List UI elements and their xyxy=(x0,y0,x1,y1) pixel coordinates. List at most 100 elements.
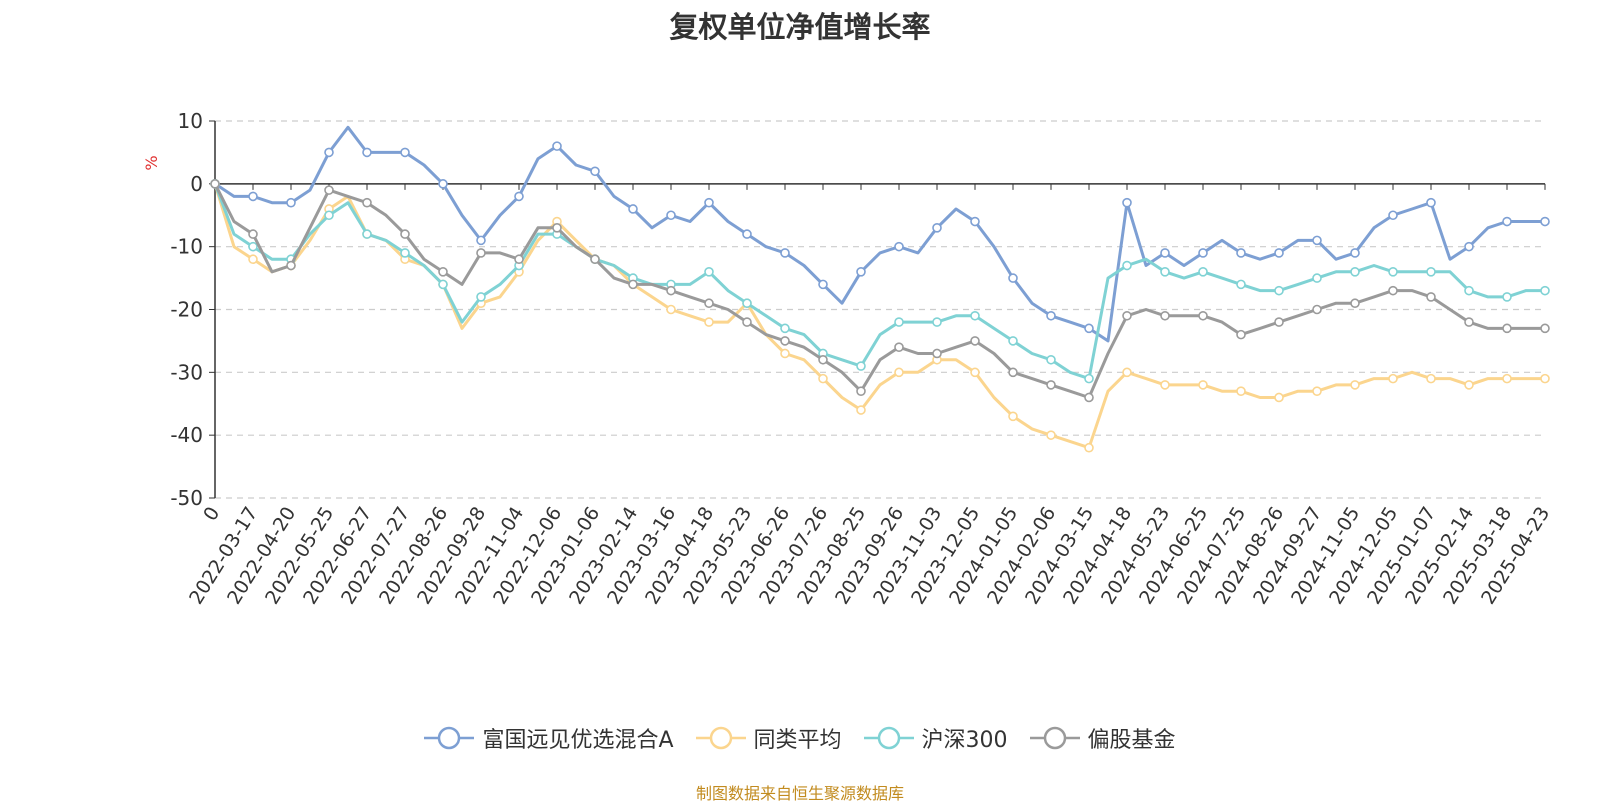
series-point xyxy=(932,348,942,359)
series-point xyxy=(1160,380,1170,390)
legend-swatch-icon xyxy=(695,726,746,750)
series-line xyxy=(213,183,1545,381)
series-point xyxy=(666,304,676,315)
series-point xyxy=(780,348,790,359)
series-point xyxy=(704,317,714,327)
legend-item[interactable]: 同类平均 xyxy=(695,722,842,754)
series-point xyxy=(932,223,942,233)
series-point xyxy=(1464,380,1474,390)
series-point xyxy=(400,229,410,239)
series-point xyxy=(704,298,714,309)
series-lines xyxy=(210,125,1550,453)
series-point xyxy=(324,185,334,195)
series-point xyxy=(1540,373,1550,384)
series-point xyxy=(362,197,372,208)
series-point xyxy=(1084,442,1094,453)
series-point xyxy=(742,317,752,327)
series-point xyxy=(1084,373,1094,384)
series-point xyxy=(248,241,258,252)
series-point xyxy=(1464,241,1474,252)
series-point xyxy=(1160,248,1170,258)
series-point xyxy=(894,241,904,252)
series-point xyxy=(1008,411,1018,422)
series-point xyxy=(248,191,258,202)
legend-label: 富国远见优选混合A xyxy=(482,728,674,753)
axes xyxy=(209,120,1546,499)
series-point xyxy=(856,266,866,277)
series-point xyxy=(1312,235,1322,246)
series-point xyxy=(514,191,524,202)
series-line xyxy=(214,125,1545,343)
series-point xyxy=(856,386,866,396)
series-point xyxy=(1274,392,1284,403)
series-point xyxy=(476,248,486,258)
series-point xyxy=(894,317,904,327)
series-point xyxy=(1122,310,1132,321)
y-axis-unit-label: % xyxy=(142,155,161,170)
legend-item[interactable]: 沪深300 xyxy=(863,722,1008,754)
legend-label: 同类平均 xyxy=(753,728,842,753)
series-point xyxy=(666,210,676,221)
legend-item[interactable]: 偏股基金 xyxy=(1029,722,1176,754)
series-point xyxy=(324,147,334,158)
legend-item[interactable]: 富国远见优选混合A xyxy=(424,722,674,754)
series-point xyxy=(1426,266,1436,277)
series-point xyxy=(362,147,372,158)
series-point xyxy=(438,279,448,290)
series-point xyxy=(1198,310,1208,321)
series-point xyxy=(1046,310,1056,321)
y-tick-label: -20 xyxy=(170,298,203,322)
series-point xyxy=(704,266,714,277)
series-point xyxy=(970,310,980,321)
series-point xyxy=(1008,367,1018,378)
series-point xyxy=(1502,373,1512,384)
series-point xyxy=(476,292,486,302)
series-point xyxy=(704,197,714,208)
legend-label: 偏股基金 xyxy=(1087,728,1176,753)
series-point xyxy=(742,298,752,309)
series-point xyxy=(818,279,828,290)
y-tick-label: -30 xyxy=(170,360,203,384)
series-point xyxy=(1236,386,1246,396)
series-point xyxy=(1236,248,1246,258)
series-point xyxy=(1198,380,1208,390)
series-point xyxy=(1046,430,1056,440)
series-point xyxy=(1236,329,1246,340)
series-point xyxy=(552,223,562,233)
series-point xyxy=(1084,392,1094,403)
series-point xyxy=(248,254,258,265)
series-point xyxy=(1350,266,1360,277)
series-point xyxy=(1502,216,1512,227)
series-point xyxy=(590,254,600,265)
series-point xyxy=(628,204,638,214)
x-tick-label: 0 xyxy=(199,503,224,525)
series-point xyxy=(1540,216,1550,227)
series-point xyxy=(818,373,828,384)
series-point xyxy=(1388,373,1398,384)
series-point xyxy=(780,323,790,334)
series-point xyxy=(1502,292,1512,302)
series-point xyxy=(780,336,790,346)
series-point xyxy=(286,197,296,208)
y-tick-label: 0 xyxy=(190,172,203,196)
series-point xyxy=(362,229,372,239)
series-point xyxy=(1388,210,1398,221)
series-point xyxy=(742,229,752,239)
series-point xyxy=(628,279,638,290)
series-point xyxy=(514,254,524,265)
series-point xyxy=(1008,336,1018,346)
series-point xyxy=(1426,292,1436,302)
series-line xyxy=(213,183,1545,450)
series-point xyxy=(1540,323,1550,334)
series-point xyxy=(1046,380,1056,390)
series-point xyxy=(1008,273,1018,283)
series-point xyxy=(1350,248,1360,258)
series-point xyxy=(1464,285,1474,296)
series-point xyxy=(400,248,410,258)
legend-swatch-icon xyxy=(1029,726,1080,750)
series-point xyxy=(1426,197,1436,208)
series-point xyxy=(286,260,296,271)
series-point xyxy=(818,354,828,365)
series-point xyxy=(248,229,258,239)
